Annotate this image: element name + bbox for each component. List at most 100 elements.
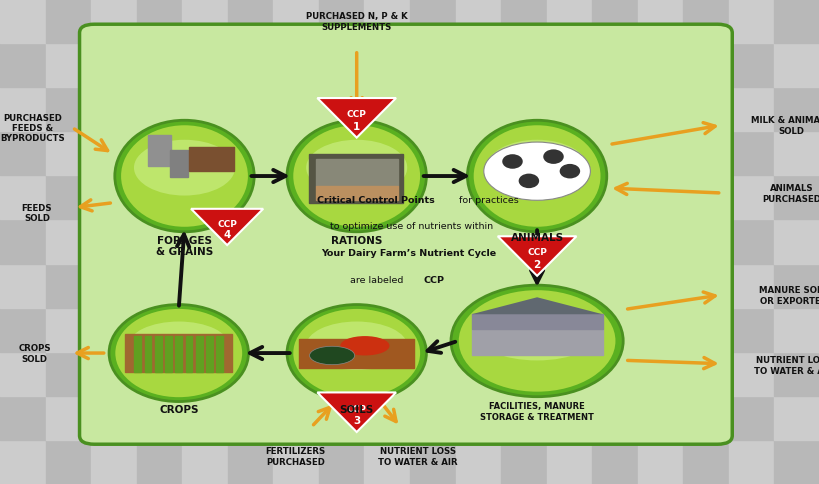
Bar [410, 396, 455, 440]
Bar [546, 440, 591, 484]
Bar [591, 352, 637, 396]
Bar [46, 220, 91, 264]
Ellipse shape [340, 336, 389, 356]
Bar [46, 88, 91, 132]
Bar [0, 44, 46, 88]
Bar [410, 176, 455, 220]
Bar [591, 0, 637, 44]
Bar [728, 396, 773, 440]
Text: CROPS
SOLD: CROPS SOLD [18, 344, 51, 363]
Text: FORAGES
& GRAINS: FORAGES & GRAINS [156, 235, 213, 257]
Ellipse shape [293, 126, 419, 227]
Bar [91, 352, 137, 396]
Bar [319, 88, 364, 132]
Bar [147, 136, 170, 167]
Bar [228, 264, 273, 308]
Bar [637, 220, 682, 264]
Text: Your Dairy Farm’s Nutrient Cycle: Your Dairy Farm’s Nutrient Cycle [321, 248, 496, 257]
Bar [455, 44, 500, 88]
Bar [46, 352, 91, 396]
Bar [773, 132, 819, 176]
Bar [91, 44, 137, 88]
Bar [728, 264, 773, 308]
Bar [196, 336, 202, 373]
Polygon shape [497, 237, 576, 276]
Bar [319, 396, 364, 440]
Bar [228, 440, 273, 484]
Bar [319, 176, 364, 220]
Bar [91, 0, 137, 44]
Text: 2: 2 [533, 259, 540, 270]
Ellipse shape [121, 126, 247, 227]
Bar [455, 396, 500, 440]
Bar [728, 440, 773, 484]
Bar [319, 352, 364, 396]
Bar [410, 264, 455, 308]
Bar [137, 440, 182, 484]
Bar [137, 264, 182, 308]
Bar [500, 264, 546, 308]
Bar [773, 0, 819, 44]
Bar [91, 220, 137, 264]
Bar [682, 308, 728, 352]
Bar [364, 220, 410, 264]
Ellipse shape [458, 290, 615, 392]
Bar [410, 132, 455, 176]
Bar [471, 329, 602, 356]
Bar [591, 132, 637, 176]
Bar [637, 352, 682, 396]
Bar [0, 132, 46, 176]
Bar [682, 44, 728, 88]
Text: CCP: CCP [423, 275, 445, 284]
Text: FERTILIZERS
PURCHASED: FERTILIZERS PURCHASED [265, 446, 325, 466]
Bar [155, 336, 161, 373]
Bar [637, 440, 682, 484]
Bar [228, 132, 273, 176]
Bar [91, 308, 137, 352]
Bar [455, 176, 500, 220]
Text: CCP: CCP [346, 110, 366, 119]
Bar [216, 336, 223, 373]
Bar [319, 264, 364, 308]
Bar [637, 264, 682, 308]
Bar [637, 132, 682, 176]
Bar [637, 88, 682, 132]
Bar [455, 220, 500, 264]
Bar [91, 396, 137, 440]
Bar [364, 176, 410, 220]
Bar [546, 88, 591, 132]
Bar [591, 440, 637, 484]
Bar [46, 176, 91, 220]
Bar [410, 352, 455, 396]
Bar [137, 0, 182, 44]
Bar [319, 132, 364, 176]
Bar [228, 352, 273, 396]
Bar [682, 352, 728, 396]
Bar [500, 0, 546, 44]
Bar [91, 440, 137, 484]
Bar [410, 44, 455, 88]
Bar [137, 44, 182, 88]
Bar [0, 308, 46, 352]
Bar [182, 220, 228, 264]
Ellipse shape [305, 140, 407, 196]
Bar [315, 160, 397, 186]
Bar [299, 339, 414, 368]
Bar [273, 440, 319, 484]
Bar [728, 0, 773, 44]
Bar [137, 176, 182, 220]
Bar [546, 132, 591, 176]
Bar [0, 440, 46, 484]
Bar [228, 396, 273, 440]
Bar [773, 352, 819, 396]
Bar [182, 0, 228, 44]
Text: Critical Control Points: Critical Control Points [317, 195, 435, 204]
Bar [125, 334, 232, 373]
Bar [273, 264, 319, 308]
Bar [0, 88, 46, 132]
Bar [170, 151, 188, 178]
Polygon shape [191, 210, 263, 245]
Bar [182, 440, 228, 484]
Bar [188, 148, 233, 172]
Bar [455, 264, 500, 308]
